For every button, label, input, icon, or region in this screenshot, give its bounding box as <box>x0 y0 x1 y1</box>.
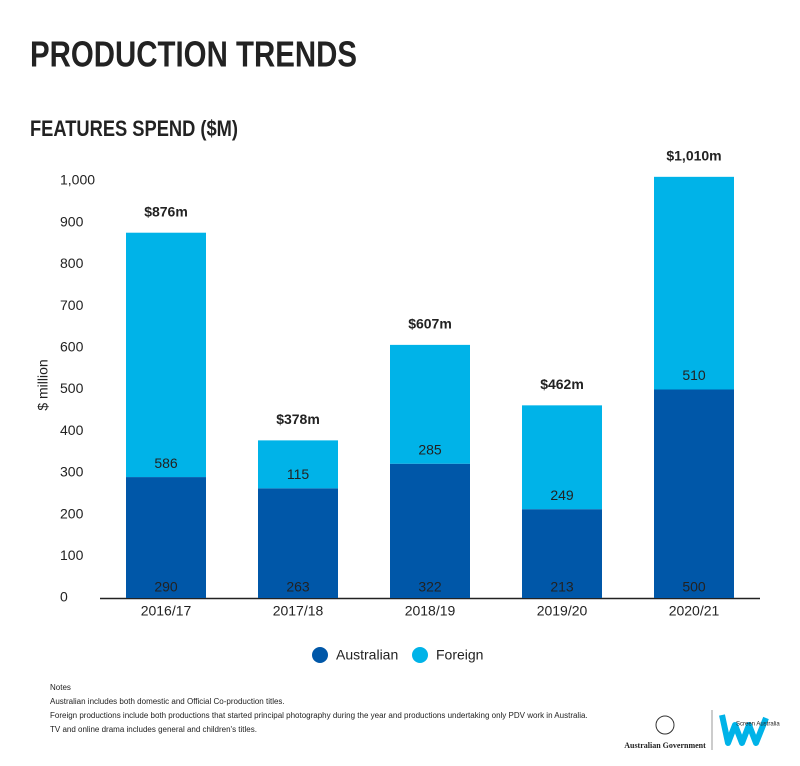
y-tick-label: 700 <box>60 297 84 313</box>
x-tick-label: 2017/18 <box>273 603 324 619</box>
note: Australian includes both domestic and Of… <box>50 697 285 706</box>
data-label: 322 <box>418 579 442 595</box>
notes-heading: Notes <box>50 683 71 692</box>
brand-logo-text: Screen Australia <box>736 722 780 728</box>
bar-segment <box>126 477 206 598</box>
notes: Notes Australian includes both domestic … <box>50 683 588 734</box>
y-axis-label: $ million <box>35 359 51 410</box>
legend-swatch <box>412 647 428 663</box>
y-tick-label: 400 <box>60 422 84 438</box>
data-label: 290 <box>154 579 178 595</box>
y-tick-label: 100 <box>60 547 84 563</box>
bar-segment <box>126 232 206 478</box>
y-tick-label: 1,000 <box>60 172 95 188</box>
y-tick-label: 900 <box>60 213 84 229</box>
chart-subtitle: FEATURES SPEND ($M) <box>30 116 238 141</box>
y-tick-label: 800 <box>60 255 84 271</box>
data-label: 213 <box>550 579 574 595</box>
total-label: $378m <box>276 411 320 427</box>
data-label: 500 <box>682 579 706 595</box>
bar-segment <box>390 344 470 464</box>
total-label: $607m <box>408 316 452 332</box>
bar-segment <box>390 463 470 598</box>
data-label: 586 <box>154 455 178 471</box>
y-tick-label: 200 <box>60 505 84 521</box>
bar-segment <box>522 509 602 598</box>
total-label: $1,010m <box>666 148 721 164</box>
x-tick-label: 2019/20 <box>537 603 588 619</box>
y-tick-label: 300 <box>60 464 84 480</box>
legend-label: Foreign <box>436 647 483 663</box>
x-tick-label: 2018/19 <box>405 603 456 619</box>
total-label: $462m <box>540 376 584 392</box>
bar-segment <box>258 440 338 489</box>
bar-segment <box>258 488 338 598</box>
data-label: 510 <box>682 367 706 383</box>
government-logo-text: Australian Government <box>624 741 706 750</box>
note: Foreign productions include both product… <box>50 711 588 720</box>
x-tick-label: 2020/21 <box>669 603 720 619</box>
note: TV and online drama includes general and… <box>50 725 257 734</box>
bar-segment <box>654 176 734 390</box>
brand-logo <box>719 714 769 746</box>
data-label: 263 <box>286 579 310 595</box>
total-label: $876m <box>144 203 188 219</box>
data-label: 285 <box>418 441 442 457</box>
y-tick-label: 600 <box>60 339 84 355</box>
legend-label: Australian <box>336 647 398 663</box>
y-tick-label: 0 <box>60 589 68 605</box>
bar-segment <box>654 389 734 598</box>
legend-swatch <box>312 647 328 663</box>
data-label: 249 <box>550 487 574 503</box>
chart-title: PRODUCTION TRENDS <box>30 34 357 75</box>
bar-segment <box>522 405 602 510</box>
y-tick-label: 500 <box>60 380 84 396</box>
logos: Australian Government Screen Australia <box>624 710 780 750</box>
data-label: 115 <box>287 466 310 482</box>
crest <box>655 715 675 735</box>
x-tick-label: 2016/17 <box>141 603 192 619</box>
